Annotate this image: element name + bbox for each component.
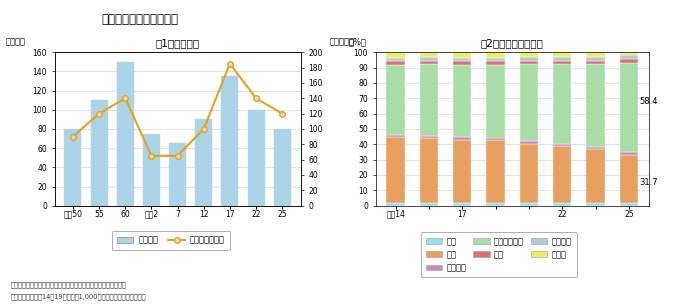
Bar	[520, 52, 538, 57]
Bar	[64, 129, 81, 206]
Bar	[553, 146, 572, 203]
Title: （2）態様別構成割合: （2）態様別構成割合	[481, 39, 544, 49]
Bar	[420, 52, 438, 57]
Bar	[486, 65, 505, 138]
Bar	[619, 203, 638, 206]
Text: （万人）: （万人）	[5, 37, 25, 46]
Bar	[420, 203, 438, 206]
Bar	[387, 57, 405, 61]
Bar	[387, 135, 405, 137]
Bar	[387, 61, 405, 65]
Bar	[420, 64, 438, 136]
Bar	[619, 155, 638, 203]
Bar	[195, 119, 212, 206]
Text: （注）人口比は，14～19歳の人口1,000人当たりの人員数で算出。: （注）人口比は，14～19歳の人口1,000人当たりの人員数で算出。	[10, 293, 145, 300]
Bar	[587, 60, 604, 64]
Text: （人口比）: （人口比）	[330, 37, 354, 46]
Bar	[486, 140, 505, 203]
Bar	[486, 203, 505, 206]
Bar	[453, 61, 471, 65]
Bar	[420, 136, 438, 138]
Bar	[520, 60, 538, 64]
Text: 第1-5-20図: 第1-5-20図	[29, 18, 73, 27]
Bar	[520, 57, 538, 60]
Bar	[420, 57, 438, 60]
Bar	[420, 60, 438, 64]
Bar	[486, 52, 505, 57]
Text: 58.4: 58.4	[639, 97, 658, 106]
Bar	[619, 59, 638, 63]
Bar	[453, 52, 471, 57]
Title: （1）補導人員: （1）補導人員	[156, 39, 199, 49]
Bar	[91, 100, 108, 206]
Bar	[143, 134, 160, 206]
Bar	[553, 64, 572, 143]
Bar	[453, 57, 471, 61]
Bar	[587, 203, 604, 206]
Bar	[387, 52, 405, 57]
Bar	[387, 65, 405, 135]
Bar	[587, 64, 604, 146]
Bar	[587, 149, 604, 203]
Bar	[169, 143, 186, 206]
Bar	[520, 143, 538, 203]
Bar	[453, 203, 471, 206]
Bar	[486, 57, 505, 61]
Bar	[619, 63, 638, 152]
Bar	[553, 60, 572, 64]
Bar	[587, 52, 604, 57]
Text: （%）: （%）	[348, 37, 366, 46]
Bar	[619, 152, 638, 155]
Bar	[520, 64, 538, 141]
Text: （出典）警察庁「少年の補導及び保護の概況」「少年非行情勢」: （出典）警察庁「少年の補導及び保護の概況」「少年非行情勢」	[10, 281, 126, 288]
Bar	[553, 52, 572, 57]
Text: 31.7: 31.7	[639, 178, 658, 187]
Bar	[453, 140, 471, 203]
Bar	[117, 62, 134, 206]
Bar	[453, 65, 471, 137]
Bar	[587, 146, 604, 149]
Bar	[420, 138, 438, 203]
Bar	[486, 61, 505, 65]
Text: 不良行為による補導人員: 不良行為による補導人員	[101, 13, 178, 26]
Bar	[221, 76, 238, 206]
Legend: 補導人員, 人口比（右軸）: 補導人員, 人口比（右軸）	[111, 231, 230, 250]
Bar	[619, 55, 638, 59]
Bar	[520, 203, 538, 206]
Bar	[387, 203, 405, 206]
Legend: 飲酒, 喫煙, 暴走行為, 深夜はいかい, 怠学, 不良交友, その他: 飲酒, 喫煙, 暴走行為, 深夜はいかい, 怠学, 不良交友, その他	[421, 232, 576, 278]
Bar	[387, 137, 405, 203]
Bar	[587, 57, 604, 60]
Bar	[553, 57, 572, 60]
Bar	[453, 137, 471, 140]
Bar	[553, 203, 572, 206]
Bar	[520, 141, 538, 143]
Bar	[247, 110, 264, 206]
Bar	[486, 138, 505, 140]
Bar	[619, 52, 638, 55]
Bar	[274, 129, 291, 206]
Bar	[553, 143, 572, 146]
